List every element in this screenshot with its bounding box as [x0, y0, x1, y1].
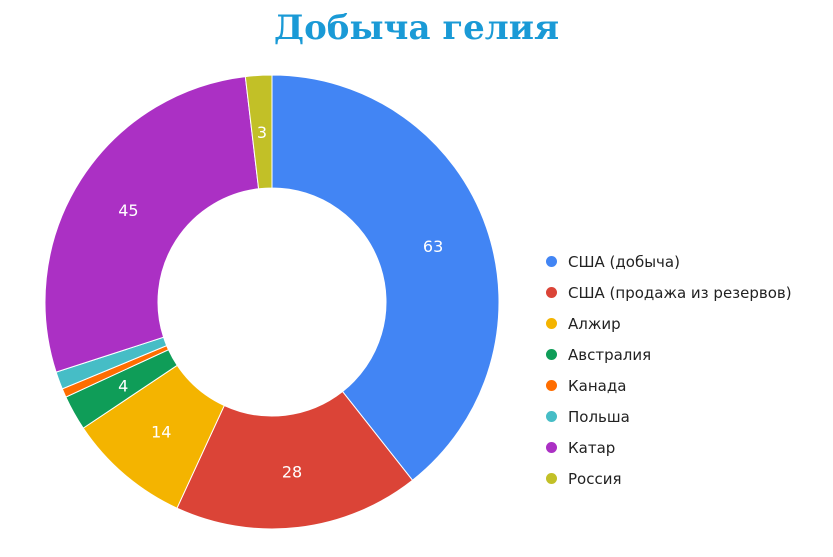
- legend-swatch: [546, 380, 557, 391]
- legend-item-алжир[interactable]: Алжир: [546, 308, 792, 339]
- slice-label-австралия: 4: [118, 376, 128, 395]
- slice-катар[interactable]: [44, 76, 260, 373]
- legend-label: Канада: [568, 376, 627, 395]
- slice-сша-продажа-из-резервов[interactable]: [176, 390, 414, 530]
- legend-item-австралия[interactable]: Австралия: [546, 339, 792, 370]
- legend-swatch: [546, 318, 557, 329]
- slice-label-сша-добыча: 63: [423, 237, 443, 256]
- legend-label: Польша: [568, 407, 630, 426]
- slice-label-алжир: 14: [151, 423, 171, 442]
- legend-swatch: [546, 256, 557, 267]
- slice-labels-group: 63 28 14 4 45 3: [118, 123, 443, 482]
- legend-swatch: [546, 349, 557, 360]
- legend-item-сша-продажа-из-резервов[interactable]: США (продажа из резервов): [546, 277, 792, 308]
- legend-item-сша-добыча[interactable]: США (добыча): [546, 246, 792, 277]
- legend-label: Алжир: [568, 314, 621, 333]
- legend-swatch: [546, 442, 557, 453]
- slice-россия[interactable]: [244, 74, 273, 190]
- slice-label-сша-продажа-из-резервов: 28: [282, 462, 302, 481]
- chart-title: Добыча гелия: [273, 8, 560, 48]
- legend-label: США (добыча): [568, 252, 680, 271]
- legend-item-россия[interactable]: Россия: [546, 463, 792, 494]
- slices-group: [44, 74, 500, 530]
- legend-label: Катар: [568, 438, 616, 457]
- legend-item-катар[interactable]: Катар: [546, 432, 792, 463]
- legend-item-польша[interactable]: Польша: [546, 401, 792, 432]
- legend-label: США (продажа из резервов): [568, 283, 792, 302]
- legend-swatch: [546, 287, 557, 298]
- legend-item-канада[interactable]: Канада: [546, 370, 792, 401]
- slice-сша-добыча[interactable]: [271, 74, 500, 481]
- legend-swatch: [546, 411, 557, 422]
- slice-label-россия: 3: [257, 123, 267, 142]
- legend-label: Австралия: [568, 345, 652, 364]
- legend-swatch: [546, 473, 557, 484]
- legend: США (добыча) США (продажа из резервов) Алж…: [546, 246, 792, 494]
- legend-label: Россия: [568, 469, 622, 488]
- slice-label-катар: 45: [118, 201, 138, 220]
